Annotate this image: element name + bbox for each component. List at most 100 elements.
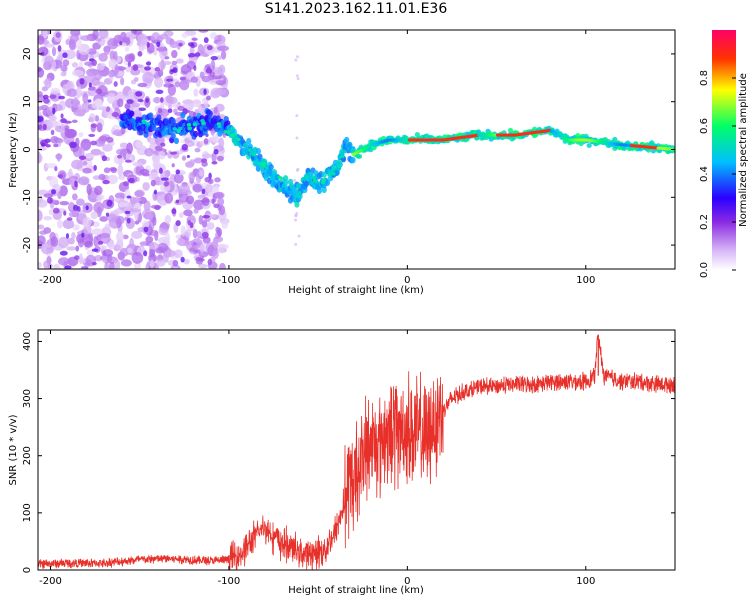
spectrogram-cell-916 bbox=[124, 210, 131, 215]
spectrogram-cell-205 bbox=[189, 46, 195, 55]
spectrogram-cell-588 bbox=[216, 155, 224, 162]
spectrogram-cell-639 bbox=[125, 151, 133, 163]
spectrogram-cell-965 bbox=[42, 94, 49, 100]
spectrogram-cell-936 bbox=[75, 245, 80, 252]
snr-ytick-label-1: 100 bbox=[22, 503, 33, 522]
spectrogram-cell-858 bbox=[106, 92, 116, 104]
spectrogram-cell-175 bbox=[67, 237, 75, 245]
spectrogram-cell-496 bbox=[138, 196, 147, 204]
spectrogram-cell-1098 bbox=[128, 110, 135, 117]
spectrogram-cell-894 bbox=[113, 197, 125, 203]
spectrogram-cell-1028 bbox=[95, 88, 103, 95]
spectrogram-cell-2050 bbox=[187, 126, 193, 131]
spectrogram-cell-867 bbox=[167, 96, 178, 105]
spectrogram-cell-854 bbox=[82, 216, 92, 228]
spectrogram-cell-980 bbox=[203, 88, 207, 95]
spectrogram-cell-1070 bbox=[294, 218, 298, 222]
spectrogram-cell-650 bbox=[221, 219, 229, 229]
spectrogram-cell-797 bbox=[156, 47, 168, 52]
spectrogram-cell-960 bbox=[90, 140, 97, 146]
spectrogram-cell-717 bbox=[94, 115, 100, 122]
spectrogram-cell-909 bbox=[71, 119, 78, 123]
snr-ytick-label-2: 200 bbox=[22, 446, 33, 465]
spectrogram-cell-1414 bbox=[297, 193, 303, 200]
spectrogram-cell-1512 bbox=[350, 156, 356, 164]
spectrogram-cell-1000 bbox=[202, 214, 211, 219]
spectrogram-cell-907 bbox=[159, 167, 163, 174]
spectrogram-cell-75 bbox=[167, 104, 173, 110]
spectrogram-cell-1057 bbox=[198, 258, 205, 262]
spectrogram-cell-881 bbox=[99, 135, 108, 142]
spectrogram-cell-1023 bbox=[62, 52, 68, 59]
spectrogram-cell-923 bbox=[43, 98, 50, 104]
spectrogram-cell-659 bbox=[122, 36, 131, 43]
spectrogram-cell-1176 bbox=[170, 117, 176, 125]
spectrogram-cell-315 bbox=[59, 201, 70, 206]
spectrogram-cell-932 bbox=[88, 82, 92, 88]
spectrogram-cell-1010 bbox=[81, 266, 89, 269]
spectrogram-cell-305 bbox=[92, 30, 99, 40]
spectrogram-cell-593 bbox=[211, 135, 220, 143]
spectrogram-cell-774 bbox=[159, 200, 166, 206]
spectrogram-cell-372 bbox=[38, 146, 47, 152]
figure-title: S141.2023.162.11.01.E36 bbox=[264, 1, 448, 17]
spectrogram-cell-373 bbox=[178, 184, 191, 195]
spectrogram-marks bbox=[38, 30, 675, 269]
spectrogram-cell-167 bbox=[72, 224, 80, 231]
spectrogram-cell-866 bbox=[108, 71, 115, 78]
spectrogram-cell-949 bbox=[201, 231, 209, 239]
spectrogram-cell-972 bbox=[146, 41, 150, 48]
spectrogram-cell-1142 bbox=[151, 124, 157, 132]
spectrogram-cell-458 bbox=[199, 71, 205, 79]
spectrogram-cell-1037 bbox=[41, 51, 45, 56]
spectrogram-cell-1030 bbox=[187, 52, 196, 58]
spectrogram-cell-621 bbox=[98, 244, 108, 251]
spectrogram-cell-633 bbox=[145, 236, 154, 243]
spectrogram-cell-1034 bbox=[172, 259, 179, 267]
spectrogram-cell-903 bbox=[164, 56, 170, 60]
spectrogram-cell-1051 bbox=[154, 67, 161, 72]
spectrogram-cell-1021 bbox=[135, 91, 143, 97]
spectrogram-cell-703 bbox=[213, 66, 222, 77]
spectrogram-xtick-label-3: 100 bbox=[576, 275, 595, 286]
spectrogram-cell-1032 bbox=[124, 159, 132, 163]
spectrogram-cell-2057 bbox=[172, 127, 178, 131]
spectrogram-cell-775 bbox=[124, 188, 131, 201]
spectrogram-cell-910 bbox=[213, 149, 219, 155]
snr-xlabel: Height of straight line (km) bbox=[288, 585, 424, 596]
spectrogram-cell-878 bbox=[47, 119, 59, 128]
spectrogram-cell-890 bbox=[68, 201, 74, 211]
spectrogram-cell-524 bbox=[119, 142, 129, 149]
spectrogram-cell-846 bbox=[162, 112, 168, 119]
spectrogram-cell-298 bbox=[219, 262, 226, 269]
spectrogram-cell-921 bbox=[137, 50, 143, 57]
spectrogram-cell-900 bbox=[154, 145, 163, 151]
spectrogram-cell-929 bbox=[145, 61, 152, 66]
spectrogram-cell-861 bbox=[38, 195, 43, 204]
spectrogram-cell-2075 bbox=[320, 180, 326, 185]
spectrogram-cell-784 bbox=[151, 39, 162, 44]
spectrogram-cell-763 bbox=[76, 86, 82, 98]
spectrogram-cell-791 bbox=[213, 106, 218, 114]
spectrogram-cell-948 bbox=[193, 111, 197, 116]
spectrogram-cell-938 bbox=[150, 179, 156, 187]
spectrogram-cell-469 bbox=[183, 209, 193, 217]
spectrogram-cell-656 bbox=[97, 64, 105, 71]
spectrogram-cell-40 bbox=[142, 182, 150, 191]
spectrogram-cell-491 bbox=[120, 259, 132, 267]
spectrogram-cell-1052 bbox=[179, 76, 186, 81]
spectrogram-cell-930 bbox=[186, 155, 190, 159]
spectrogram-cell-523 bbox=[38, 35, 45, 45]
spectrogram-cell-2070 bbox=[331, 171, 336, 176]
spectrogram-cell-941 bbox=[181, 143, 188, 151]
spectrogram-cell-457 bbox=[216, 243, 226, 254]
spectrogram-cell-234 bbox=[94, 254, 103, 262]
spectrogram-cell-2052 bbox=[297, 190, 302, 195]
spectrogram-cell-1031 bbox=[155, 89, 164, 94]
spectrogram-cell-484 bbox=[142, 71, 154, 84]
spectrogram-cell-827 bbox=[126, 142, 133, 155]
spectrogram-cell-1078 bbox=[297, 234, 301, 238]
spectrogram-cell-750 bbox=[98, 173, 106, 181]
spectrogram-cell-566 bbox=[86, 249, 95, 256]
spectrogram-cell-1038 bbox=[101, 155, 107, 162]
